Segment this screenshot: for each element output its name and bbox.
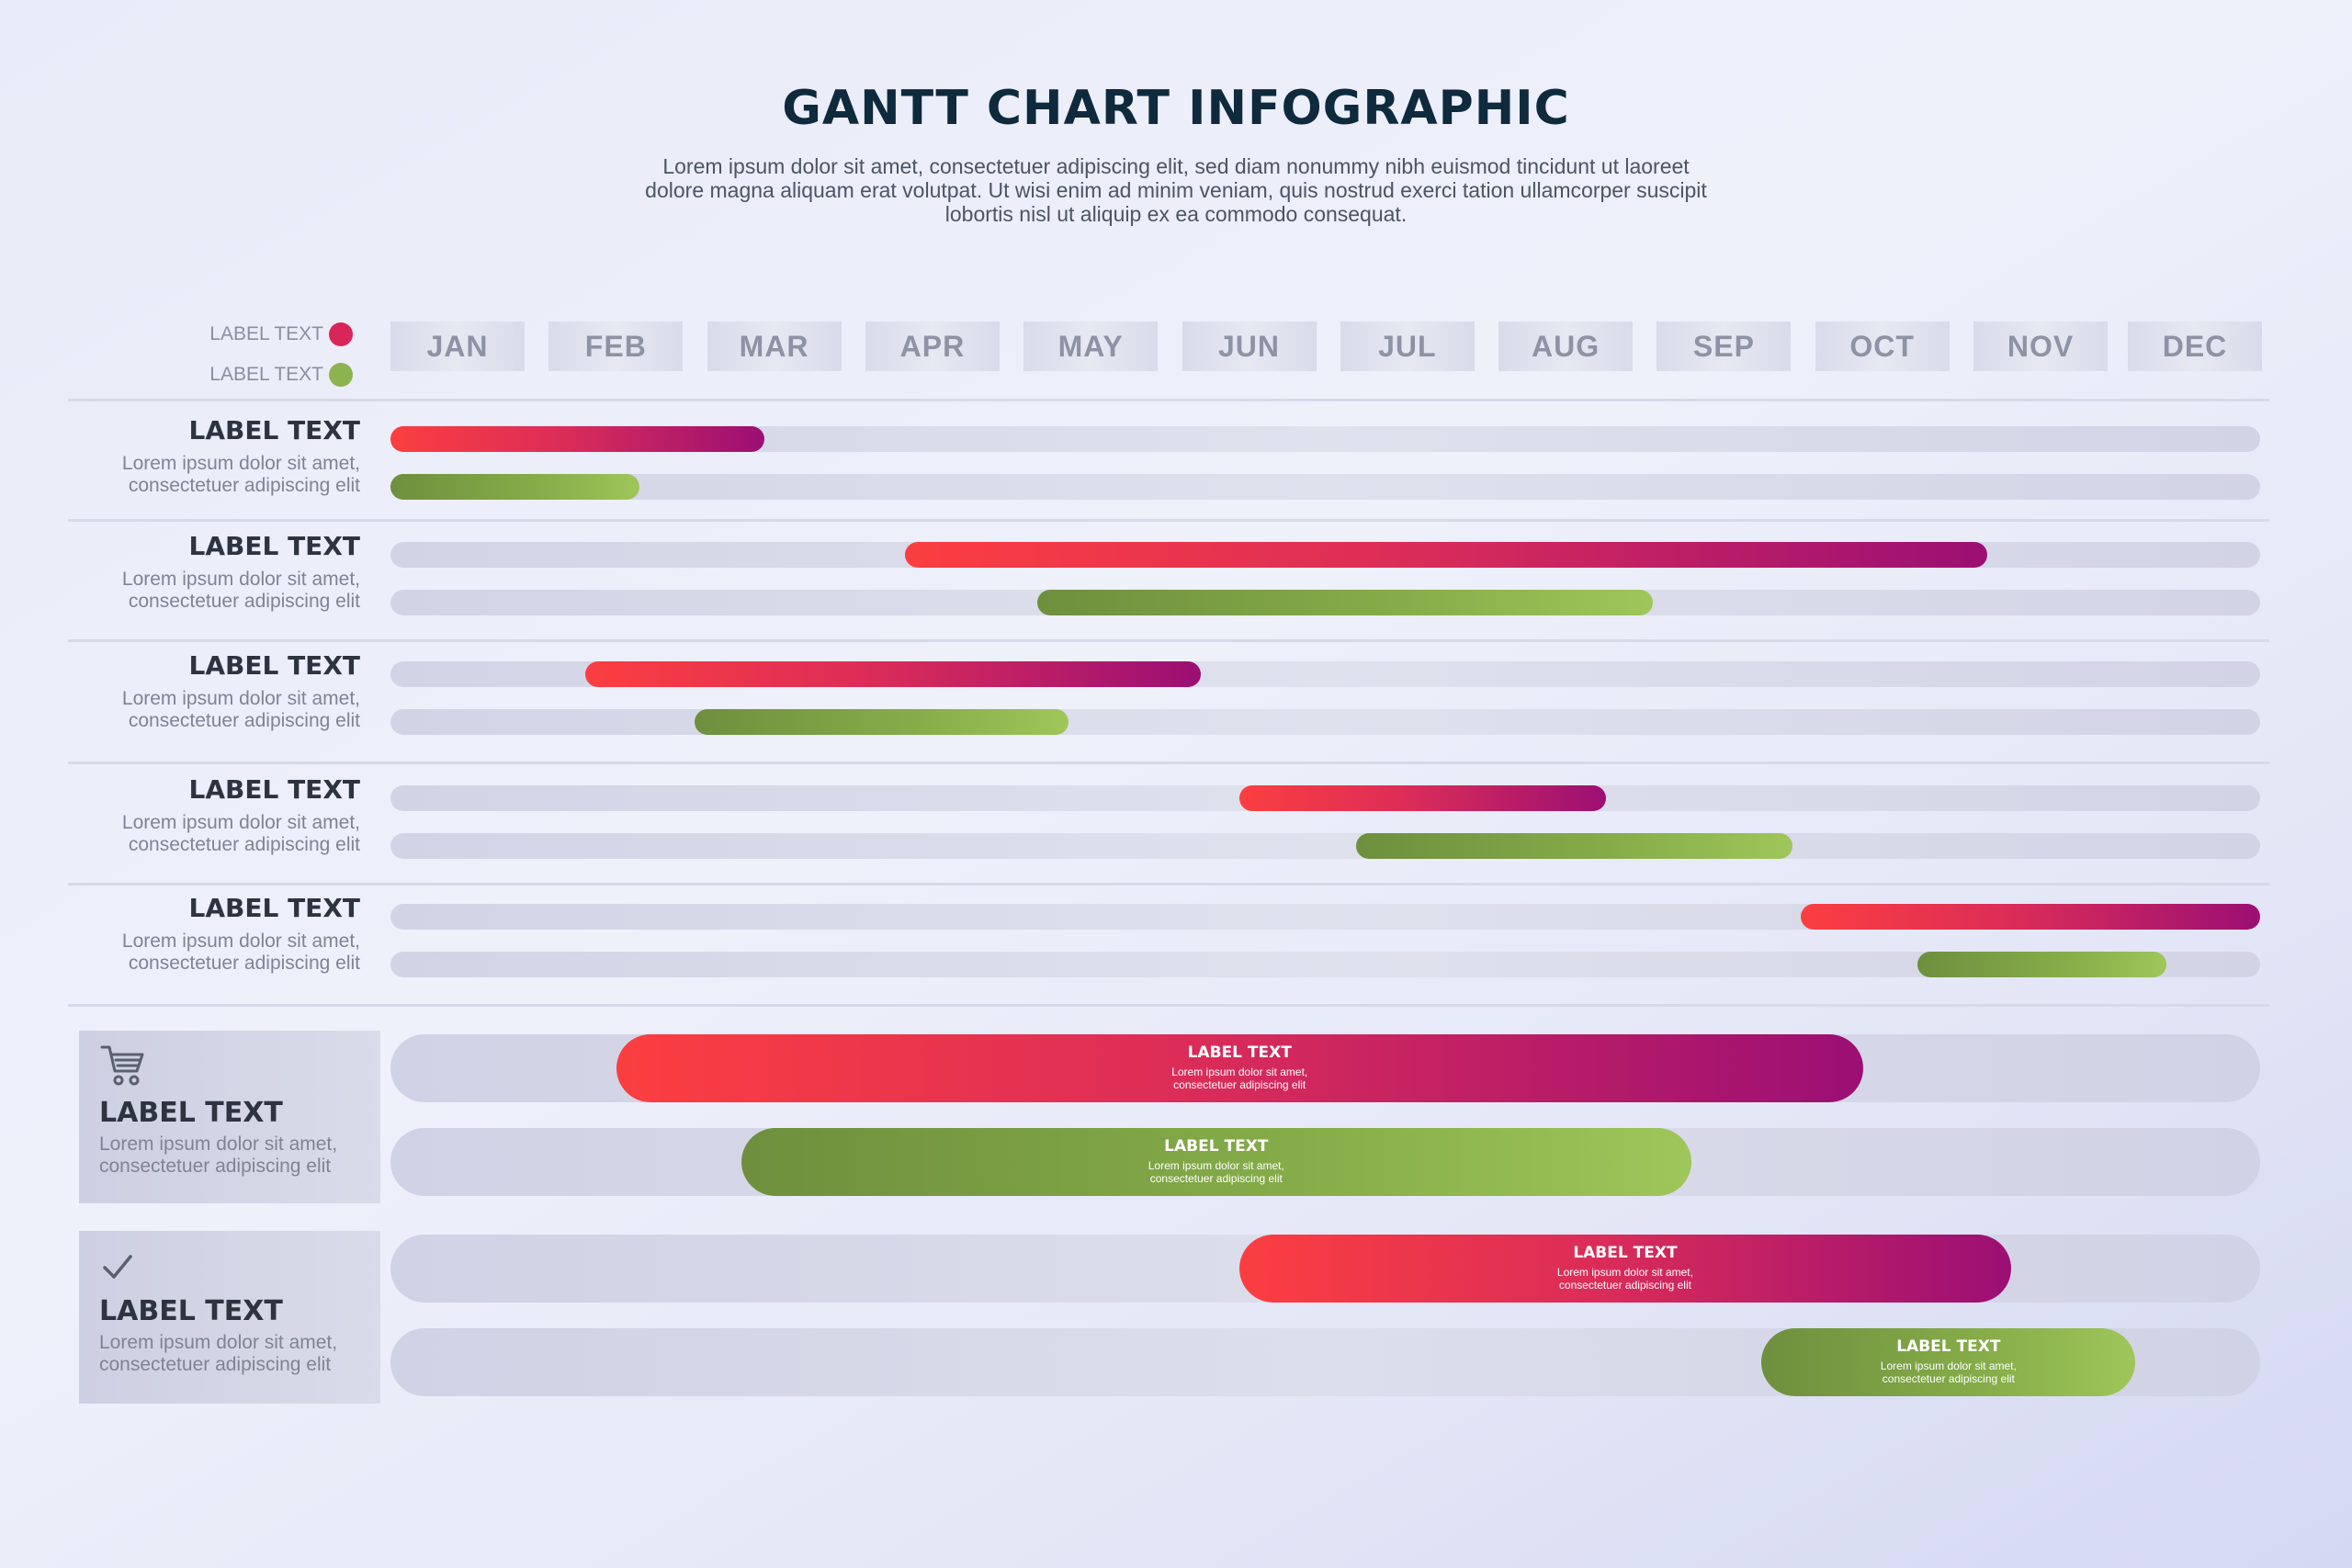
- group-label: LABEL TEXT: [99, 1097, 283, 1129]
- bar-description-line: consectetuer adipiscing elit: [1149, 1172, 1283, 1185]
- row-description: Lorem ipsum dolor sit amet,: [121, 453, 360, 474]
- bar-track: [390, 833, 2260, 859]
- legend-dot: [329, 363, 353, 387]
- bar-label: LABEL TEXT: [1187, 1043, 1292, 1062]
- row-divider: [68, 883, 2269, 886]
- group-panel: LABEL TEXT Lorem ipsum dolor sit amet, con…: [79, 1031, 380, 1203]
- gantt-bar-red-labeled: LABEL TEXT Lorem ipsum dolor sit amet, con…: [616, 1034, 1863, 1102]
- row-label: LABEL TEXT: [188, 893, 360, 923]
- month-label: OCT: [1815, 321, 1950, 371]
- row-label: LABEL TEXT: [188, 650, 360, 681]
- page-subtitle: Lorem ipsum dolor sit amet, consectetuer…: [645, 154, 1707, 226]
- check-icon: [99, 1249, 136, 1291]
- month-label: AUG: [1498, 321, 1634, 371]
- bar-label: LABEL TEXT: [1573, 1244, 1678, 1262]
- row-label: LABEL TEXT: [188, 531, 360, 561]
- month-label: JAN: [390, 321, 525, 371]
- bar-description: Lorem ipsum dolor sit amet, consectetuer …: [1761, 1359, 2135, 1385]
- month-label: MAY: [1023, 321, 1159, 371]
- row-description: Lorem ipsum dolor sit amet,: [121, 688, 360, 709]
- month-label: JUN: [1182, 321, 1317, 371]
- row-label: LABEL TEXT: [188, 774, 360, 805]
- bar-description: Lorem ipsum dolor sit amet, consectetuer …: [741, 1159, 1691, 1185]
- month-label: FEB: [548, 321, 684, 371]
- month-label: NOV: [1973, 321, 2108, 371]
- gantt-bar-green: [1917, 952, 2167, 977]
- gantt-bar-red: [390, 426, 764, 452]
- row-description: consectetuer adipiscing elit: [128, 475, 360, 496]
- bar-description-line: Lorem ipsum dolor sit amet,: [1171, 1066, 1308, 1078]
- month-label: SEP: [1657, 321, 1792, 371]
- row-description: consectetuer adipiscing elit: [128, 834, 360, 855]
- gantt-bar-red: [904, 542, 1988, 568]
- row-divider: [68, 519, 2269, 522]
- group-description: Lorem ipsum dolor sit amet,: [99, 1134, 338, 1155]
- gantt-bar-red-labeled: LABEL TEXT Lorem ipsum dolor sit amet, con…: [1239, 1235, 2011, 1303]
- row-description: consectetuer adipiscing elit: [128, 953, 360, 974]
- month-label: JUL: [1340, 321, 1475, 371]
- row-description: Lorem ipsum dolor sit amet,: [121, 569, 360, 590]
- group-label: LABEL TEXT: [99, 1295, 283, 1327]
- legend-dot: [329, 322, 353, 346]
- gantt-bar-red: [1239, 785, 1606, 811]
- row-description: consectetuer adipiscing elit: [128, 591, 360, 612]
- row-description: Lorem ipsum dolor sit amet,: [121, 931, 360, 952]
- bar-description-line: Lorem ipsum dolor sit amet,: [1880, 1359, 2017, 1372]
- legend-label: LABEL TEXT: [209, 364, 323, 385]
- row-description: consectetuer adipiscing elit: [128, 710, 360, 731]
- row-divider: [68, 399, 2269, 401]
- page-title: GANTT CHART INFOGRAPHIC: [782, 81, 1570, 136]
- gantt-bar-red: [1800, 904, 2260, 930]
- bar-label: LABEL TEXT: [1164, 1137, 1269, 1156]
- month-label: DEC: [2128, 321, 2262, 371]
- row-divider: [68, 639, 2269, 642]
- group-description: consectetuer adipiscing elit: [99, 1354, 332, 1375]
- gantt-bar-green-labeled: LABEL TEXT Lorem ipsum dolor sit amet, con…: [741, 1128, 1692, 1196]
- group-panel: LABEL TEXT Lorem ipsum dolor sit amet, con…: [79, 1231, 380, 1404]
- month-label: MAR: [707, 321, 842, 371]
- bar-description-line: Lorem ipsum dolor sit amet,: [1148, 1159, 1284, 1172]
- legend-label: LABEL TEXT: [209, 323, 323, 344]
- gantt-bar-green: [1356, 833, 1793, 859]
- month-label: APR: [865, 321, 1000, 371]
- bar-description-line: Lorem ipsum dolor sit amet,: [1556, 1266, 1693, 1279]
- group-description: consectetuer adipiscing elit: [99, 1156, 332, 1177]
- gantt-bar-green-labeled: LABEL TEXT Lorem ipsum dolor sit amet, con…: [1761, 1328, 2136, 1396]
- group-description: Lorem ipsum dolor sit amet,: [99, 1332, 338, 1353]
- row-label: LABEL TEXT: [188, 415, 360, 446]
- gantt-bar-red: [584, 661, 1201, 687]
- bar-track: [390, 474, 2260, 500]
- gantt-bar-green: [1036, 590, 1653, 615]
- bar-track: [390, 709, 2260, 735]
- row-divider: [68, 761, 2269, 764]
- gantt-bar-green: [390, 474, 640, 500]
- row-description: Lorem ipsum dolor sit amet,: [121, 812, 360, 833]
- bar-description: Lorem ipsum dolor sit amet, consectetuer …: [616, 1066, 1863, 1091]
- cart-icon: [99, 1042, 147, 1094]
- bar-description-line: consectetuer adipiscing elit: [1558, 1279, 1691, 1292]
- bar-label: LABEL TEXT: [1896, 1337, 2001, 1356]
- bar-description: Lorem ipsum dolor sit amet, consectetuer …: [1239, 1266, 2010, 1292]
- bar-description-line: consectetuer adipiscing elit: [1882, 1372, 2015, 1385]
- gantt-bar-green: [694, 709, 1069, 735]
- row-divider: [68, 1004, 2269, 1007]
- bar-description-line: consectetuer adipiscing elit: [1173, 1078, 1306, 1091]
